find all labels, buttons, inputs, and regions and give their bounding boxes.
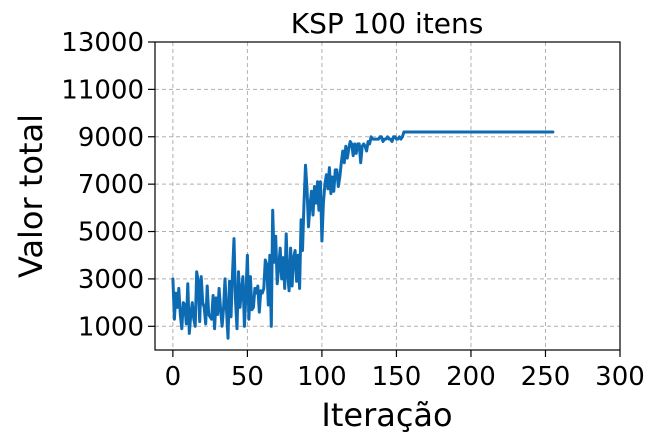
y-tick-label: 3000 xyxy=(78,265,144,295)
x-tick-labels: 0 50 100 150 200 250 300 xyxy=(165,362,645,392)
y-axis-title: Valor total xyxy=(12,114,50,278)
tick-marks xyxy=(148,41,621,357)
x-tick-label: 150 xyxy=(372,362,422,392)
y-tick-label: 11000 xyxy=(61,75,144,105)
plot-frame xyxy=(154,41,621,351)
y-tick-label: 7000 xyxy=(78,170,144,200)
y-tick-labels: 1000 3000 5000 7000 9000 11000 13000 xyxy=(61,28,144,342)
y-tick-label: 1000 xyxy=(78,312,144,342)
x-tick-label: 250 xyxy=(521,362,571,392)
x-tick-label: 200 xyxy=(446,362,496,392)
x-axis-title: Iteração xyxy=(321,396,452,434)
series-group xyxy=(171,130,555,340)
y-tick-label: 5000 xyxy=(78,218,144,248)
x-tick-label: 0 xyxy=(165,362,182,392)
x-tick-label: 100 xyxy=(297,362,347,392)
x-tick-label: 50 xyxy=(231,362,264,392)
chart-title: KSP 100 itens xyxy=(291,7,484,40)
x-tick-label: 300 xyxy=(595,362,645,392)
y-tick-label: 9000 xyxy=(78,123,144,153)
series-line xyxy=(171,130,555,340)
y-tick-label: 13000 xyxy=(61,28,144,58)
